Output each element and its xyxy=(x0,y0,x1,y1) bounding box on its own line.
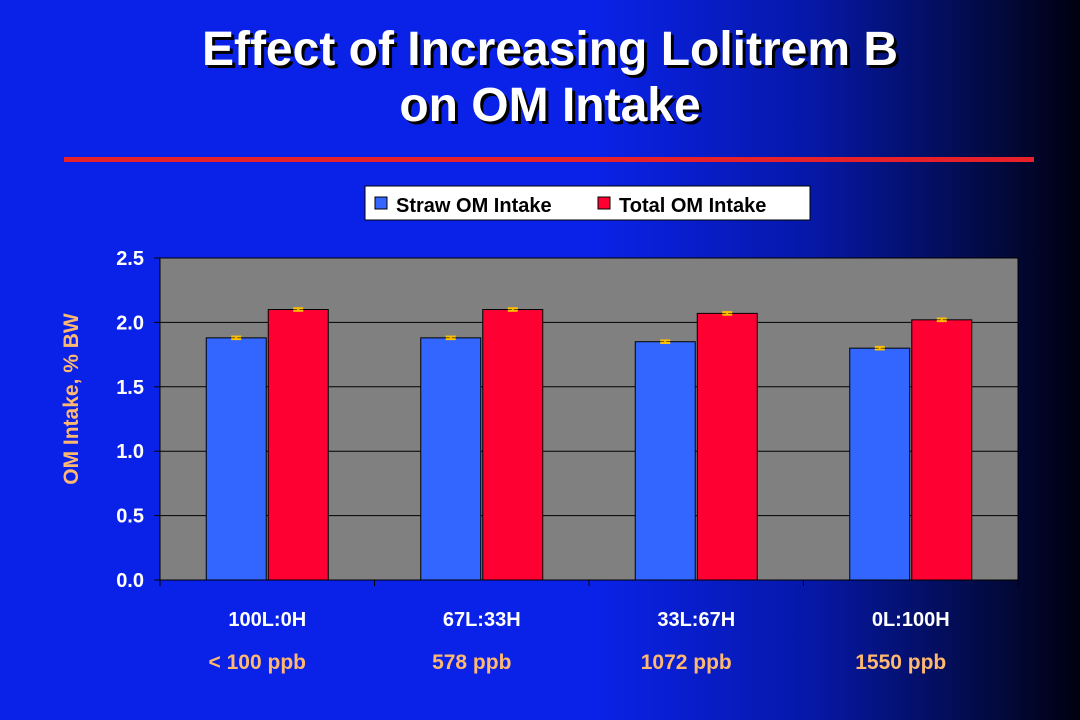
y-tick-label: 1.5 xyxy=(116,377,144,399)
y-axis-ticks: 0.0 0.5 1.0 1.5 2.0 2.5 xyxy=(116,248,160,592)
x-sublabel: 1072 ppb xyxy=(641,651,732,674)
x-sublabel: 578 ppb xyxy=(432,651,511,674)
slide-title: Effect of Increasing Lolitrem B on OM In… xyxy=(60,22,1040,134)
x-axis-sublabels: < 100 ppb 578 ppb 1072 ppb 1550 ppb xyxy=(209,651,947,674)
title-underline xyxy=(64,157,1034,162)
x-tick-label: 67L:33H xyxy=(443,609,521,631)
bar-total xyxy=(482,309,544,581)
legend-swatch-straw xyxy=(374,196,388,210)
title-line-2: on OM Intake xyxy=(399,79,701,132)
error-bar xyxy=(936,317,947,323)
legend: Straw OM Intake Total OM Intake xyxy=(364,185,811,221)
bar-straw xyxy=(849,347,911,581)
y-tick-label: 0.5 xyxy=(116,506,144,528)
error-bars xyxy=(231,307,947,351)
bar-total xyxy=(696,312,758,581)
x-sublabel: 1550 ppb xyxy=(855,651,946,674)
legend-label-total: Total OM Intake xyxy=(619,195,766,217)
x-tick-label: 0L:100H xyxy=(872,609,950,631)
error-bar xyxy=(445,335,456,341)
error-bar xyxy=(660,339,671,345)
legend-swatch-total xyxy=(597,196,611,210)
x-tick-label: 33L:67H xyxy=(657,609,735,631)
error-bar xyxy=(231,335,242,341)
error-bar xyxy=(293,307,304,312)
legend-label-straw: Straw OM Intake xyxy=(396,195,552,217)
bar-total xyxy=(911,319,973,581)
bars xyxy=(205,309,973,581)
x-sublabel: < 100 ppb xyxy=(209,651,306,674)
legend-box xyxy=(364,185,811,221)
bar-total xyxy=(267,309,329,581)
x-tick-label: 100L:0H xyxy=(228,609,306,631)
title-line-1: Effect of Increasing Lolitrem B xyxy=(201,23,899,76)
y-tick-label: 2.0 xyxy=(116,312,144,334)
x-axis-ticks: 100L:0H 67L:33H 33L:67H 0L:100H xyxy=(159,580,1019,631)
error-bar xyxy=(722,311,733,316)
bar-straw xyxy=(205,337,267,581)
bar-straw xyxy=(420,337,482,581)
y-axis-label: OM Intake, % BW xyxy=(60,313,83,485)
error-bar xyxy=(507,307,518,312)
y-tick-label: 0.0 xyxy=(116,570,144,592)
error-bar xyxy=(874,345,885,351)
y-tick-label: 1.0 xyxy=(116,441,144,463)
bar-straw xyxy=(634,341,696,581)
y-tick-label: 2.5 xyxy=(116,248,144,270)
